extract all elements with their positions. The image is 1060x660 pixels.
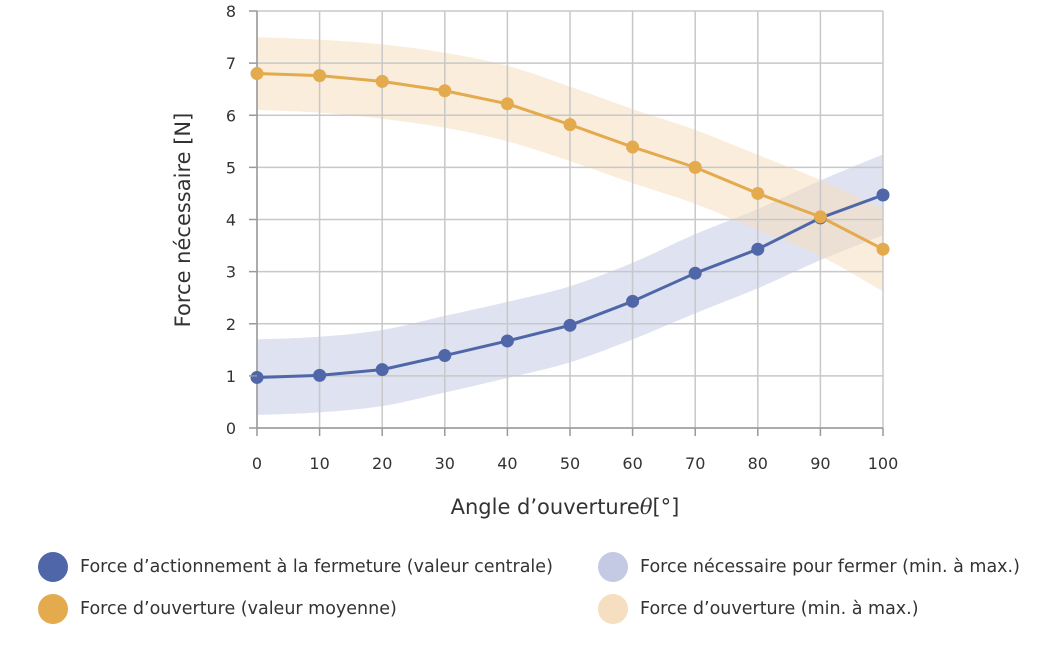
x-axis-title: Angle d’ouvertureθ[°] — [451, 495, 680, 519]
point-series-0 — [688, 266, 702, 280]
point-series-1 — [626, 140, 640, 154]
x-tick-label: 80 — [748, 454, 768, 473]
band-series-2 — [257, 154, 883, 415]
x-tick-label: 90 — [810, 454, 830, 473]
point-series-1 — [563, 118, 577, 132]
point-series-0 — [751, 242, 765, 256]
legend-swatch-opening-range — [598, 594, 628, 624]
point-series-0 — [563, 318, 577, 332]
legend-label-closing-force: Force d’actionnement à la fermeture (val… — [80, 557, 553, 577]
x-tick-label: 40 — [497, 454, 517, 473]
y-tick-label: 0 — [226, 419, 236, 438]
x-tick-label: 70 — [685, 454, 705, 473]
x-tick-label: 20 — [372, 454, 392, 473]
x-tick-label: 0 — [252, 454, 262, 473]
band-series-3 — [257, 37, 883, 292]
y-axis-title: Force nécessaire [N] — [171, 113, 195, 328]
point-series-0 — [876, 188, 890, 202]
point-series-0 — [313, 368, 327, 382]
y-tick-label: 1 — [226, 367, 236, 386]
chart: 0 10 20 30 40 50 60 70 80 90 100 0 1 2 3 4 5 6 7 8 Angle d’… — [171, 2, 898, 519]
x-tick-label: 10 — [309, 454, 329, 473]
y-tick-label: 8 — [226, 2, 236, 21]
y-tick-label: 3 — [226, 263, 236, 282]
point-series-1 — [313, 69, 327, 83]
point-series-1 — [688, 160, 702, 174]
point-series-1 — [438, 84, 452, 98]
bands-layer — [257, 37, 883, 415]
legend-swatch-closing-range — [598, 552, 628, 582]
point-series-0 — [500, 334, 514, 348]
point-series-1 — [813, 210, 827, 224]
y-tick-label: 5 — [226, 158, 236, 177]
legend-item-opening-force: Force d’ouverture (valeur moyenne) — [38, 594, 397, 624]
point-series-1 — [500, 97, 514, 111]
legend-label-opening-range: Force d’ouverture (min. à max.) — [640, 599, 919, 619]
legend-swatch-closing-force — [38, 552, 68, 582]
point-series-0 — [626, 294, 640, 308]
point-series-1 — [876, 242, 890, 256]
legend-item-closing-force: Force d’actionnement à la fermeture (val… — [38, 552, 553, 582]
legend-swatch-opening-force — [38, 594, 68, 624]
legend-item-opening-range: Force d’ouverture (min. à max.) — [598, 594, 919, 624]
legend-label-opening-force: Force d’ouverture (valeur moyenne) — [80, 599, 397, 619]
legend-label-closing-range: Force nécessaire pour fermer (min. à max… — [640, 557, 1020, 577]
y-tick-label: 4 — [226, 211, 236, 230]
point-series-1 — [250, 67, 264, 81]
point-series-0 — [250, 370, 264, 384]
y-tick-label: 7 — [226, 54, 236, 73]
y-tick-label: 6 — [226, 106, 236, 125]
x-tick-label: 30 — [435, 454, 455, 473]
ticks-layer: 0 10 20 30 40 50 60 70 80 90 100 0 1 2 3 4 5 6 7 8 — [226, 2, 898, 473]
y-tick-label: 2 — [226, 315, 236, 334]
legend-item-closing-range: Force nécessaire pour fermer (min. à max… — [598, 552, 1020, 582]
point-series-1 — [375, 74, 389, 88]
point-series-0 — [438, 349, 452, 363]
x-tick-label: 50 — [560, 454, 580, 473]
point-series-0 — [375, 363, 389, 377]
x-tick-label: 100 — [868, 454, 899, 473]
point-series-1 — [751, 186, 765, 200]
points-layer — [250, 67, 890, 384]
x-tick-label: 60 — [622, 454, 642, 473]
